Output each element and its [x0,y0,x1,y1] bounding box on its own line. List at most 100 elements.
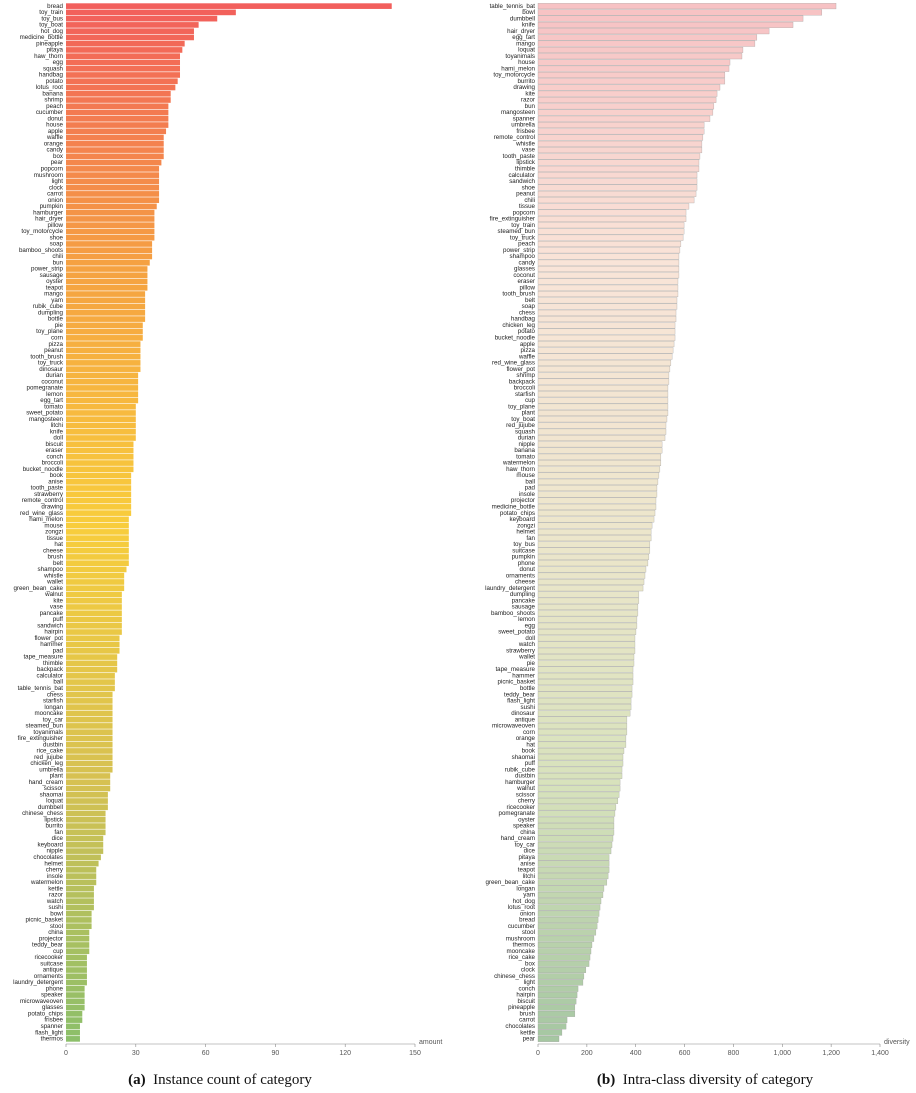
category-label: doll [53,435,63,442]
bar [66,59,181,66]
bar [66,460,134,466]
category-label: lemon [46,391,63,398]
category-label: yam [523,892,535,899]
category-label: hand_cream [501,835,535,842]
category-label: sandwich [37,622,63,629]
bar [66,328,143,335]
bar [537,147,703,154]
bar [537,804,617,811]
category-label: toy_motorcycle [21,228,63,235]
bar [537,528,652,535]
category-label: shrimp [44,97,63,104]
category-label: anise [520,860,535,867]
bar [66,597,122,604]
category-label: clock [521,967,536,974]
bar [66,566,127,573]
category-label: bun [53,259,64,266]
category-label: chess [47,691,63,698]
bar [66,428,136,435]
bar [537,904,601,911]
bar [66,266,148,272]
bar [537,403,669,410]
bar [66,942,90,948]
category-label: laundry_detergent [13,979,63,986]
category-label: bucket_noodle [23,466,64,473]
category-label: burrito [517,78,535,85]
x-tick-label: 800 [728,1050,740,1057]
category-label: sausage [40,272,64,279]
category-label: whistle [515,140,535,147]
category-label: flower_pot [506,366,535,373]
bar [66,685,115,692]
bar [537,21,794,28]
bar [66,491,132,498]
caption: (a) Instance count of category [128,1072,312,1088]
bar [66,885,94,892]
category-label: shampoo [510,253,536,260]
bar [537,40,756,47]
bar [537,566,647,573]
bar [537,898,602,905]
category-label: glasses [42,1004,63,1011]
category-label: sweet_potato [26,410,63,417]
category-label: peach [518,241,535,248]
category-label: carrot [519,1017,535,1024]
bar [537,791,620,798]
category-label: mushroom [506,935,535,942]
category-label: mouse [516,472,535,479]
category-label: hair_dryer [507,28,535,35]
bar [66,72,181,78]
bar [66,47,183,53]
bar [537,591,640,598]
category-label: handbag [511,316,536,323]
category-label: insole [47,873,64,880]
bar [66,303,146,310]
bar [537,472,660,479]
category-label: toyanimals [505,53,535,60]
bar [66,172,160,178]
bar [537,209,687,216]
bar [66,572,125,579]
category-label: flash_light [507,698,535,705]
category-label: toy_plane [36,328,63,335]
category-label: insole [519,491,536,498]
category-label: power_strip [503,247,536,254]
category-label: mango [44,291,63,298]
category-label: watermelon [30,879,64,886]
bar [66,97,171,103]
category-label: phone [518,560,536,567]
bar [537,973,585,980]
x-tick-label: 600 [679,1050,691,1057]
bar [537,704,632,711]
bar [537,228,685,235]
bar [66,472,132,479]
bar [66,541,129,548]
bar [66,522,129,529]
category-label: dice [524,848,536,855]
category-label: conch [46,453,63,460]
category-label: hat [526,741,535,748]
category-label: book [522,748,536,755]
category-label: pancake [512,597,536,604]
bar [66,115,169,122]
category-label: toy_truck [510,234,536,241]
category-label: hairpin [516,992,535,999]
bar [66,22,199,28]
bar [66,948,90,955]
bar [537,666,634,673]
bar [66,604,122,610]
bar [66,191,160,197]
bar [537,1023,567,1030]
bar [537,460,662,467]
category-label: cheese [515,579,536,586]
category-label: waffle [518,353,536,360]
caption-label: (a) [128,1072,146,1088]
category-label: pillow [520,284,536,291]
category-label: toy_train [511,222,535,229]
category-label: spanner [41,1023,63,1030]
category-label: tissue [519,203,536,210]
bar [537,241,682,247]
category-label: longan [516,885,535,892]
bar [537,785,621,792]
bar [537,597,640,604]
